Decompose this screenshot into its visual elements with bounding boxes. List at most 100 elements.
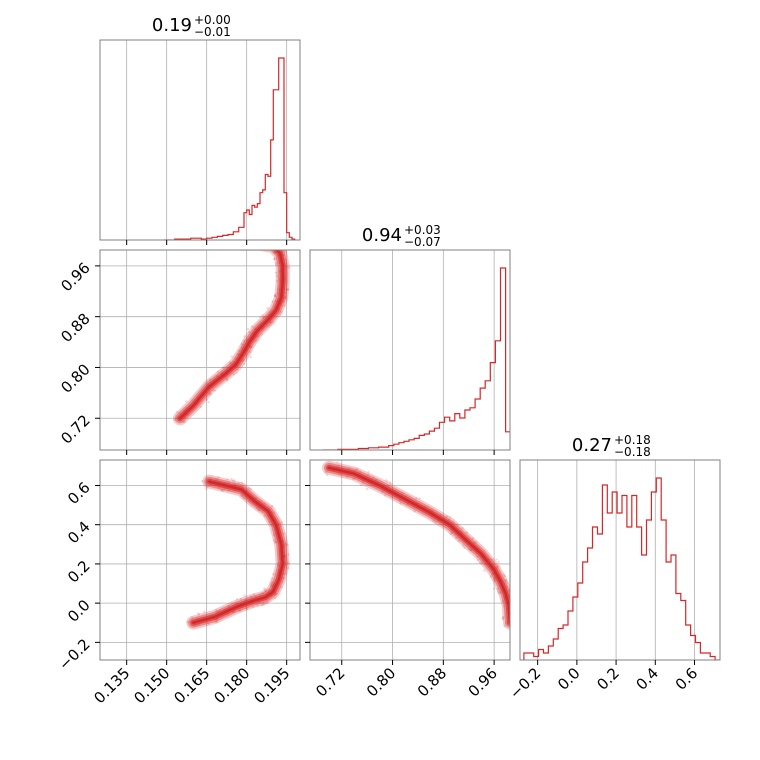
sample-point [183,420,186,423]
sample-point [280,245,282,247]
sample-point [513,596,515,598]
sample-point [277,288,280,291]
sample-point [246,327,250,331]
sample-point [260,604,263,607]
sample-point [277,564,280,567]
sample-point [238,609,241,612]
x-tick-label: 0.6 [672,664,702,694]
sample-point [264,589,267,592]
sample-point [261,602,264,605]
sample-point [277,564,280,567]
sample-point [281,246,283,248]
contour-level [326,464,510,626]
sample-point [455,523,458,526]
sample-point [483,569,486,572]
sample-point [474,540,477,544]
param-title-minus-2: −0.18 [614,445,651,459]
sample-point [258,593,261,596]
sample-point [261,592,264,595]
histogram-0 [164,57,296,240]
sample-point [252,593,256,596]
sample-point [277,561,280,565]
sample-point [286,567,290,570]
sample-point [259,240,261,242]
sample-point [209,378,212,381]
sample-point [249,245,251,247]
sample-point [326,473,329,477]
sample-point [480,561,484,564]
sample-point [501,600,505,603]
sample-point [178,411,181,415]
sample-point [256,604,259,607]
sample-point [269,323,272,326]
sample-point [504,575,507,578]
sample-point [287,553,290,556]
contour-level [322,460,510,630]
sample-point [270,580,273,584]
sample-point [496,565,500,568]
sample-point [260,333,263,336]
sample-point [227,489,230,492]
sample-point [242,343,245,346]
sample-point [514,608,516,610]
sample-point [272,533,275,537]
sample-point [203,610,206,613]
sample-point [264,590,267,593]
sample-point [265,244,267,246]
sample-point [269,584,273,587]
sample-point [213,389,217,392]
sample-point [208,393,211,396]
param-title-plus-0: +0.00 [194,13,231,27]
sample-point [233,479,236,482]
sample-point [259,315,262,319]
sample-point [240,247,242,249]
sample-point [284,542,288,546]
sample-point [239,597,243,601]
sample-point [469,548,472,552]
sample-point [221,366,225,370]
x-tick-label: 0.80 [363,664,399,700]
sample-point [501,616,504,620]
sample-point [257,245,259,247]
y-tick-label: 0.72 [57,411,93,447]
sample-point [284,291,287,295]
sample-point [229,361,232,364]
sample-point [185,400,188,403]
sample-point [352,477,355,481]
sample-point [389,482,393,485]
x-tick-label: 0.135 [90,664,133,707]
sample-point [270,237,272,239]
y-tick-label: 0.6 [64,478,94,508]
x-tick-label: −0.2 [506,664,544,702]
sample-point [461,526,464,530]
sample-point [348,467,351,470]
sample-point [255,242,257,244]
sample-point [283,297,287,300]
sample-point [353,477,356,480]
param-title-plus-2: +0.18 [614,433,651,447]
sample-point [284,295,287,299]
sample-point [367,470,370,474]
sample-point [401,491,404,495]
sample-point [226,379,229,382]
sample-point [365,487,369,491]
sample-point [249,350,252,354]
sample-point [489,575,492,578]
histogram-2 [523,477,720,660]
sample-point [418,497,421,500]
sample-point [280,310,283,314]
sample-point [263,242,265,244]
sample-point [432,519,435,523]
sample-point [503,624,506,627]
sample-point [505,579,508,583]
sample-point [252,605,255,609]
contour-level [173,250,290,426]
sample-point [359,483,362,487]
sample-point [497,560,500,563]
sample-point [262,604,265,607]
sample-point [233,482,236,485]
sample-point [263,514,266,517]
sample-point [248,330,251,334]
param-title-2: 0.27 [572,435,612,456]
sample-point [215,477,218,481]
